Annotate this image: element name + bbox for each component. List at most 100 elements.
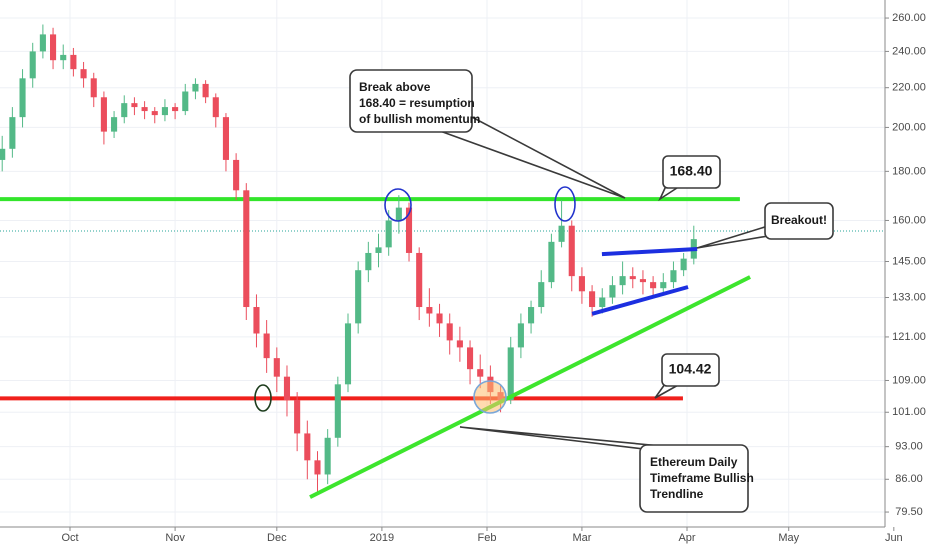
y-tick-label: 160.00 [892, 214, 926, 226]
callout-pointer [696, 225, 769, 249]
candle-body [9, 117, 16, 149]
candle-body [334, 384, 341, 438]
candle-body [568, 225, 575, 277]
x-tick-label: May [778, 532, 799, 544]
candle-body [589, 291, 596, 308]
candle-body [660, 282, 667, 289]
annotation-text: Trendline [650, 487, 704, 501]
trendline [309, 275, 751, 499]
highlight-ellipse [554, 186, 576, 222]
candle-body [29, 51, 36, 79]
annotation-text: 168.40 = resumption [359, 96, 475, 110]
y-tick-label: 121.00 [892, 331, 926, 343]
candle-body [19, 78, 26, 118]
candle-body [416, 252, 423, 308]
candle-body [619, 276, 626, 286]
candle-body [192, 83, 199, 92]
candle-body [70, 54, 77, 70]
candle-body [80, 69, 87, 79]
annotation-text: Break above [359, 80, 431, 94]
annotation-text: Ethereum Daily [650, 455, 738, 469]
y-tick-label: 101.00 [892, 406, 926, 418]
candle-body [233, 159, 240, 191]
callout-box [639, 444, 749, 513]
candle-body [324, 437, 331, 475]
callouts: Break above 168.40 = resumption of bulli… [349, 69, 834, 513]
candle-body [222, 117, 230, 160]
y-tick-label: 220.00 [892, 82, 926, 94]
candle-body [111, 117, 118, 132]
candle-body [385, 220, 392, 248]
level-label: 104.42 [669, 361, 712, 377]
candle-body [151, 111, 158, 116]
candle-body [253, 307, 260, 334]
level-label: 168.40 [670, 163, 713, 179]
candle-body [273, 358, 280, 377]
callout-pointer [658, 185, 681, 202]
candle-body [629, 276, 636, 280]
candle-body [446, 323, 453, 341]
candle-body [395, 207, 402, 221]
y-tick-label: 86.00 [895, 473, 923, 485]
candle-body [243, 190, 250, 308]
y-tick-label: 93.00 [895, 441, 923, 453]
highlights [254, 186, 576, 414]
candle-body [609, 285, 616, 298]
y-tick-label: 133.00 [892, 291, 926, 303]
candle-body [121, 103, 128, 118]
candle-body [202, 83, 209, 98]
y-tick-label: 109.00 [892, 374, 926, 386]
callout-pointer [654, 383, 681, 399]
candle-body [39, 34, 46, 52]
candle-body [355, 270, 362, 324]
y-tick-label: 180.00 [892, 165, 926, 177]
candle-body [578, 276, 585, 292]
trendlines [309, 247, 751, 499]
candle-body [477, 369, 484, 377]
candle-body [131, 103, 138, 108]
candle-body [314, 460, 321, 475]
callout-box [662, 155, 721, 189]
candle-body [466, 347, 474, 370]
x-tick-label: Dec [267, 532, 287, 544]
candle-body [60, 54, 67, 61]
candle-body [405, 207, 413, 253]
candle-body [182, 91, 189, 112]
trendline [601, 247, 698, 257]
candle-body [90, 78, 97, 98]
candle-body [365, 252, 372, 271]
candle-body [548, 241, 555, 283]
candle-body [517, 323, 524, 348]
candle-body [141, 107, 148, 112]
candle-body [263, 333, 270, 359]
y-tick-label: 240.00 [892, 45, 926, 57]
candle-body [650, 282, 657, 289]
candle-body [100, 97, 107, 132]
highlight-ellipse [254, 384, 272, 412]
annotation-text: of bullish momentum [359, 112, 480, 126]
candle-body [344, 323, 352, 385]
x-tick-label: Mar [572, 532, 591, 544]
highlight-ellipse [384, 188, 412, 222]
candle-body [283, 376, 291, 401]
candle-body [161, 107, 168, 116]
candle-body [294, 400, 301, 434]
candle-body [456, 340, 463, 348]
y-tick-label: 79.50 [895, 506, 923, 518]
candle-body [304, 433, 311, 461]
levels [0, 197, 885, 401]
annotation-text: Breakout! [771, 213, 827, 227]
trendline [591, 285, 689, 316]
x-tick-label: Feb [478, 532, 497, 544]
candle-body [558, 225, 565, 242]
candle-body [436, 313, 443, 324]
y-tick-label: 260.00 [892, 12, 926, 24]
x-tick-label: Oct [61, 532, 78, 544]
candle-body [680, 258, 687, 271]
annotation-text: Timeframe Bullish [650, 471, 754, 485]
candle-body [528, 307, 535, 324]
candle-body [0, 148, 6, 160]
candle-body [670, 270, 677, 283]
